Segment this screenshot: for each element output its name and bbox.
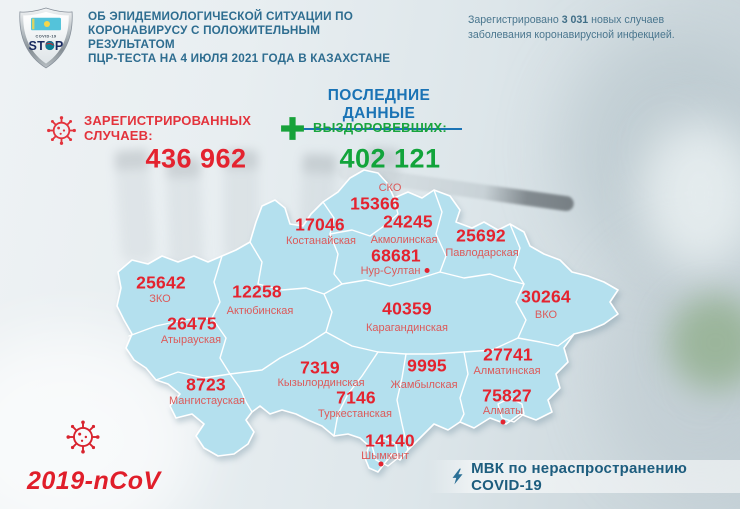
recovered-label: ВЫЗДОРОВЕВШИХ: — [313, 120, 447, 135]
region-name-turkestan: Туркестанская — [318, 408, 392, 420]
region-cases-vko: 30264 — [521, 286, 571, 307]
region-cases-atyrau: 26475 — [167, 313, 217, 334]
city-marker-shymkent — [378, 461, 384, 467]
ncov-label: 2019-nCoV — [27, 467, 161, 495]
registered-label: ЗАРЕГИСТРИРОВАННЫХ СЛУЧАЕВ: — [84, 113, 252, 143]
region-name-shymkent: Шымкент — [361, 450, 409, 462]
region-cases-aktobe: 12258 — [232, 281, 282, 302]
region-cases-turkestan: 7146 — [336, 387, 376, 408]
region-name-akmola: Акмолинская — [370, 234, 438, 246]
region-name-sko: СКО — [378, 182, 402, 194]
kazakhstan-map-svg — [116, 169, 619, 473]
region-name-kostanay: Костанайская — [285, 235, 357, 247]
region-name-atyrau: Атырауская — [160, 334, 222, 346]
region-name-mangystau: Мангистауская — [168, 395, 246, 407]
title-line: КОРОНАВИРУСУ С ПОЛОЖИТЕЛЬНЫМ РЕЗУЛЬТАТОМ — [88, 23, 321, 51]
latest-data-heading: ПОСЛЕДНИЕ ДАННЫЕ — [296, 87, 462, 130]
virus-icon — [66, 420, 100, 454]
plus-icon — [281, 117, 304, 140]
region-cases-shymkent: 14140 — [365, 430, 415, 451]
map-labels: 15366 СКО 17046 Костанайская 24245 Акмолинска… — [112, 162, 632, 477]
region-cases-akmola: 24245 — [383, 211, 433, 232]
region-name-aktobe: Актюбинская — [226, 305, 294, 317]
logo-covid-text: COVID-19 — [36, 35, 57, 39]
logo-globe — [45, 41, 55, 51]
region-cases-nursultan: 68681 — [371, 245, 421, 266]
title-line: ПЦР-ТЕСТА НА 4 ИЮЛЯ 2021 ГОДА В КАЗАХСТА… — [88, 51, 391, 65]
virus-icon — [47, 116, 76, 145]
city-marker-almaty-city — [500, 419, 506, 425]
region-name-pavlodar: Павлодарская — [445, 247, 519, 259]
region-cases-sko: 15366 — [350, 193, 400, 214]
region-name-zko: ЗКО — [149, 293, 171, 305]
region-cases-almaty-obl: 27741 — [483, 344, 533, 365]
region-cases-kostanay: 17046 — [295, 214, 345, 235]
region-borders — [128, 189, 575, 467]
region-cases-zko: 25642 — [136, 272, 186, 293]
city-marker-nursultan — [424, 268, 430, 273]
country-outline — [116, 169, 619, 473]
region-cases-zhambyl: 9995 — [407, 355, 447, 376]
committee-band: МВК по нераспространению COVID-19 — [428, 459, 740, 494]
region-cases-mangystau: 8723 — [186, 374, 226, 395]
daily-registered-note: Зарегистрировано 3 031 новых случаев заб… — [468, 14, 675, 42]
region-name-vko: ВКО — [534, 309, 558, 321]
kazakhstan-map: 15366 СКО 17046 Костанайская 24245 Акмолинска… — [112, 162, 632, 477]
page-title: ОБ ЭПИДЕМИОЛОГИЧЕСКОЙ СИТУАЦИИ ПО КОРОНА… — [88, 10, 408, 66]
region-name-kyzylorda: Кызылординская — [277, 377, 365, 389]
region-name-almaty-obl: Алматинская — [473, 365, 541, 377]
title-line: ОБ ЭПИДЕМИОЛОГИЧЕСКОЙ СИТУАЦИИ ПО — [88, 10, 354, 23]
region-cases-kyzylorda: 7319 — [300, 357, 340, 378]
daily-count: 3 031 — [561, 14, 589, 26]
region-cases-almaty-city: 75827 — [482, 385, 532, 406]
green-glove-blur — [668, 295, 740, 390]
backdrop-blob — [640, 120, 740, 270]
region-name-almaty-city: Алматы — [482, 405, 524, 417]
registered-value: 436 962 — [145, 143, 247, 174]
region-name-karaganda: Карагандинская — [366, 322, 448, 334]
region-name-nursultan: Нур-Султан — [361, 265, 430, 277]
region-name-zhambyl: Жамбылская — [390, 379, 458, 391]
stop-covid-logo: COVID-19 STOP — [19, 7, 73, 69]
region-cases-karaganda: 40359 — [382, 298, 432, 319]
flag-sun — [43, 20, 50, 27]
lightning-icon — [452, 468, 463, 485]
recovered-value: 402 121 — [339, 143, 441, 174]
region-cases-pavlodar: 25692 — [456, 225, 506, 246]
committee-label: МВК по нераспространению COVID-19 — [471, 459, 688, 494]
